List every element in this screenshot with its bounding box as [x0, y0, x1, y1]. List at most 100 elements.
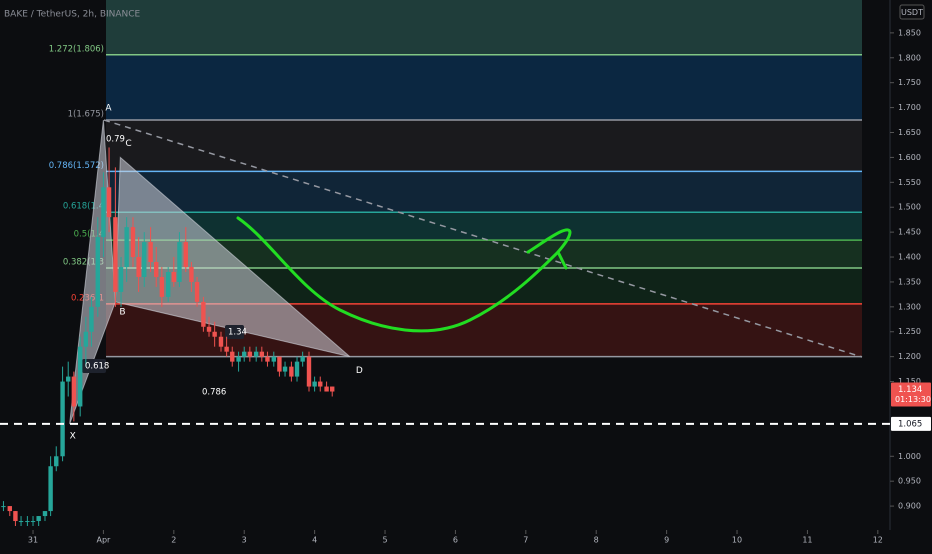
candle-body	[247, 351, 253, 357]
candle-body	[242, 351, 247, 357]
candle-body	[265, 356, 270, 362]
pattern-point-label: B	[119, 307, 125, 317]
y-tick-label: 1.250	[898, 327, 921, 336]
candle-body	[36, 516, 41, 522]
candle-body	[106, 187, 112, 218]
candle-body	[124, 227, 129, 267]
candle-body	[224, 346, 229, 352]
y-tick-label: 1.500	[898, 203, 921, 212]
candle-body	[259, 351, 265, 357]
x-tick-label: 12	[873, 536, 883, 545]
x-tick-label: Apr	[96, 536, 111, 545]
last-price-tag	[891, 382, 931, 407]
time-axis-bg	[0, 530, 932, 550]
fib-label: 0.618(1.4	[63, 202, 104, 212]
pattern-point-label: X	[70, 431, 76, 441]
overlay	[103, 119, 863, 358]
y-tick-label: 1.400	[898, 253, 921, 262]
y-tick-label: 0.950	[898, 477, 921, 486]
candle-body	[253, 351, 259, 357]
fib-zone	[106, 0, 862, 55]
x-tick-label: 6	[453, 536, 458, 545]
candle-body	[189, 266, 194, 282]
y-tick-label: 1.600	[898, 153, 921, 162]
y-tick-label: 0.900	[898, 502, 921, 511]
candles	[1, 147, 335, 527]
candle-body	[30, 521, 36, 523]
y-tick-label: 1.800	[898, 53, 921, 62]
fib-zone	[106, 212, 862, 241]
x-tick-label: 11	[802, 536, 812, 545]
y-tick-label: 1.300	[898, 302, 921, 311]
candle-body	[89, 306, 94, 332]
y-tick-label: 1.450	[898, 228, 921, 237]
candle-body	[330, 386, 335, 392]
currency: USDT	[901, 8, 923, 17]
candle-body	[42, 511, 48, 517]
candle-body	[66, 376, 71, 382]
price-line-label: 1.065	[898, 419, 922, 429]
candle-body	[54, 456, 59, 467]
fib-zone	[106, 171, 862, 213]
x-tick-label: 2	[171, 536, 176, 545]
price-line-tag	[891, 416, 931, 431]
candle-body	[7, 506, 12, 512]
x-tick-label: 7	[523, 536, 528, 545]
candle-body	[212, 331, 217, 337]
x-tick-label: 31	[28, 536, 38, 545]
trend-line	[103, 119, 863, 358]
x-tick-label: 5	[382, 536, 387, 545]
candle-body	[159, 276, 165, 297]
y-tick-label: 1.200	[898, 352, 921, 361]
chart-title: BAKE / TetherUS, 2h, BINANCE	[4, 10, 141, 20]
candle-body	[230, 351, 235, 362]
fib-label: 0.382(1.3	[63, 257, 104, 267]
candle-body	[101, 187, 106, 238]
candle-body	[13, 511, 18, 522]
fib-label: 0.5(1.4	[74, 230, 104, 240]
candle-body	[130, 227, 136, 258]
candle-body	[77, 346, 83, 407]
candle-body	[83, 331, 89, 347]
candle-body	[312, 381, 317, 387]
y-tick-label: 1.650	[898, 128, 921, 137]
candle-body	[60, 381, 65, 457]
ratio-label: 0.618	[85, 362, 109, 372]
candle-body	[1, 506, 6, 508]
candle-body	[25, 521, 30, 523]
candle-body	[236, 356, 241, 362]
ratio-label: 0.786	[202, 388, 226, 398]
fib-label: 0.786(1.572)	[49, 161, 104, 171]
x-tick-label: 10	[732, 536, 742, 545]
y-tick-label: 1.700	[898, 103, 921, 112]
candle-body	[318, 381, 323, 387]
pattern-point-label: D	[356, 366, 363, 376]
candle-body	[71, 376, 77, 407]
y-tick-label: 1.750	[898, 78, 921, 87]
y-tick-label: 1.350	[898, 277, 921, 286]
candle-body	[154, 262, 159, 277]
candle-body	[136, 257, 141, 277]
fib-label: 1.272(1.806)	[49, 44, 104, 54]
last-price: 1.134	[898, 385, 922, 395]
candle-body	[277, 356, 282, 372]
pattern-point-label: C	[125, 139, 131, 149]
x-tick-label: 9	[664, 536, 669, 545]
y-tick-label: 1.000	[898, 452, 921, 461]
candle-body	[142, 242, 147, 277]
candle-body	[271, 356, 276, 362]
candle-body	[194, 281, 200, 302]
x-tick-label: 3	[242, 536, 247, 545]
ratio-label: 1.34	[228, 328, 247, 338]
candle-body	[206, 326, 212, 332]
price-axis-bg	[890, 0, 932, 550]
fib-label: 1(1.675)	[68, 110, 104, 120]
countdown: 01:13:30	[895, 395, 931, 404]
candle-body	[118, 266, 124, 292]
candle-body	[177, 242, 182, 282]
candle-body	[294, 361, 300, 377]
x-tick-label: 4	[312, 536, 317, 545]
x-tick-label: 8	[594, 536, 599, 545]
candle-body	[282, 366, 288, 372]
